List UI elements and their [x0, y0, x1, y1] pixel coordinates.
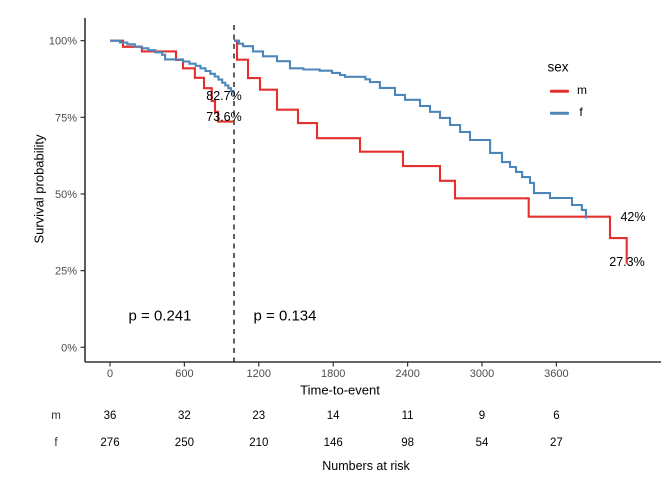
risk-count-m-3000: 9 — [478, 410, 486, 422]
legend-title: sex — [547, 59, 569, 75]
risk-count-f-3000: 54 — [475, 437, 489, 449]
y-axis-title: Survival probability — [31, 134, 47, 244]
y-tick-label: 25% — [55, 266, 77, 278]
y-tick-label: 100% — [49, 36, 77, 48]
risk-count-f-3600: 27 — [549, 437, 563, 449]
annotation-f-landmark: 82.7% — [206, 89, 242, 103]
risk-count-m-3600: 6 — [553, 410, 560, 422]
legend-item-f: f — [579, 105, 583, 119]
annotation-m-final: 27.3% — [609, 255, 645, 269]
risk-count-f-600: 250 — [174, 437, 194, 449]
risk-count-m-2400: 11 — [401, 410, 414, 422]
legend-swatch-f-icon — [550, 111, 569, 115]
y-tick-label: 50% — [55, 189, 77, 201]
annotation-m-landmark: 73.6% — [206, 110, 242, 124]
risk-count-m-600: 32 — [177, 410, 191, 422]
y-tick-label: 0% — [61, 342, 77, 354]
legend-item-m: m — [577, 83, 587, 97]
risk-row-label-f: f — [54, 437, 58, 449]
risk-count-m-1800: 14 — [326, 410, 340, 422]
annotation-f-final: 42% — [620, 210, 646, 224]
survival-curve-m-post — [234, 39, 628, 264]
x-tick-label: 3000 — [470, 368, 494, 380]
risk-row-label-m: m — [51, 410, 61, 422]
x-tick-label: 1200 — [247, 368, 271, 380]
risk-count-m-0: 36 — [103, 410, 117, 422]
x-tick-label: 0 — [107, 368, 113, 380]
x-tick-label: 1800 — [321, 368, 345, 380]
legend-swatch-m-icon — [550, 89, 569, 93]
pvalue-before-landmark: p = 0.241 — [128, 307, 192, 325]
risk-count-f-1800: 146 — [323, 437, 343, 449]
x-axis-title: Time-to-event — [300, 382, 380, 398]
x-tick-label: 600 — [175, 368, 193, 380]
risk-count-f-2400: 98 — [401, 437, 414, 449]
survival-curve-f-pre — [110, 39, 235, 95]
y-tick-label: 75% — [55, 112, 77, 124]
x-tick-label: 3600 — [544, 368, 568, 380]
risk-count-f-1200: 210 — [249, 437, 269, 449]
risk-count-f-0: 276 — [100, 437, 120, 449]
risk-table-caption: Numbers at risk — [322, 459, 410, 473]
risk-count-m-1200: 23 — [252, 410, 266, 422]
survival-curve-f-post — [234, 39, 588, 219]
pvalue-after-landmark: p = 0.134 — [253, 307, 317, 325]
x-tick-label: 2400 — [395, 368, 419, 380]
